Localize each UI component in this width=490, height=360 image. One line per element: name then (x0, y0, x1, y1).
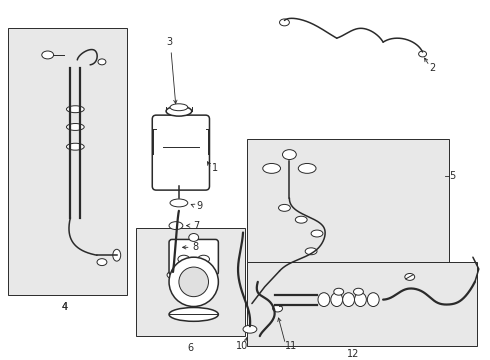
Bar (8, 28, 126, 295)
Ellipse shape (295, 216, 307, 223)
Ellipse shape (272, 305, 283, 312)
Bar (137, 228, 245, 336)
Ellipse shape (170, 104, 188, 111)
Text: 5: 5 (449, 171, 456, 181)
Ellipse shape (67, 106, 84, 113)
Text: 7: 7 (193, 221, 199, 231)
Ellipse shape (263, 163, 280, 173)
Text: 12: 12 (347, 349, 360, 359)
Text: 4: 4 (61, 302, 68, 311)
Circle shape (179, 267, 209, 297)
Ellipse shape (178, 255, 190, 263)
Ellipse shape (283, 150, 296, 159)
Ellipse shape (169, 222, 183, 230)
Ellipse shape (334, 288, 343, 295)
Ellipse shape (97, 259, 107, 266)
Text: 6: 6 (188, 343, 194, 353)
Bar (247, 262, 477, 346)
Text: 4: 4 (61, 302, 68, 311)
Ellipse shape (169, 307, 219, 321)
Text: 8: 8 (193, 242, 199, 252)
Bar (247, 139, 449, 306)
Ellipse shape (311, 230, 323, 237)
Ellipse shape (42, 51, 53, 59)
Ellipse shape (243, 325, 257, 333)
Text: 10: 10 (236, 341, 248, 351)
Ellipse shape (279, 19, 290, 26)
Text: 11: 11 (285, 341, 297, 351)
Ellipse shape (166, 106, 192, 116)
Circle shape (169, 257, 219, 306)
Ellipse shape (167, 271, 181, 279)
Text: 3: 3 (166, 37, 172, 47)
FancyBboxPatch shape (169, 239, 219, 275)
Ellipse shape (298, 163, 316, 173)
FancyBboxPatch shape (152, 115, 210, 190)
Ellipse shape (331, 293, 343, 306)
Ellipse shape (189, 234, 198, 242)
Ellipse shape (67, 143, 84, 150)
Ellipse shape (197, 255, 210, 263)
Ellipse shape (318, 293, 330, 306)
Ellipse shape (67, 123, 84, 130)
Text: 9: 9 (196, 201, 203, 211)
Ellipse shape (405, 274, 415, 280)
Text: 2: 2 (429, 63, 436, 73)
Ellipse shape (368, 293, 379, 306)
Ellipse shape (98, 59, 106, 65)
Ellipse shape (113, 249, 121, 261)
Text: 1: 1 (213, 163, 219, 174)
Ellipse shape (418, 51, 426, 57)
Ellipse shape (354, 293, 367, 306)
Ellipse shape (343, 293, 354, 306)
Ellipse shape (170, 199, 188, 207)
Ellipse shape (278, 204, 291, 211)
Ellipse shape (305, 248, 317, 255)
Ellipse shape (353, 288, 364, 295)
